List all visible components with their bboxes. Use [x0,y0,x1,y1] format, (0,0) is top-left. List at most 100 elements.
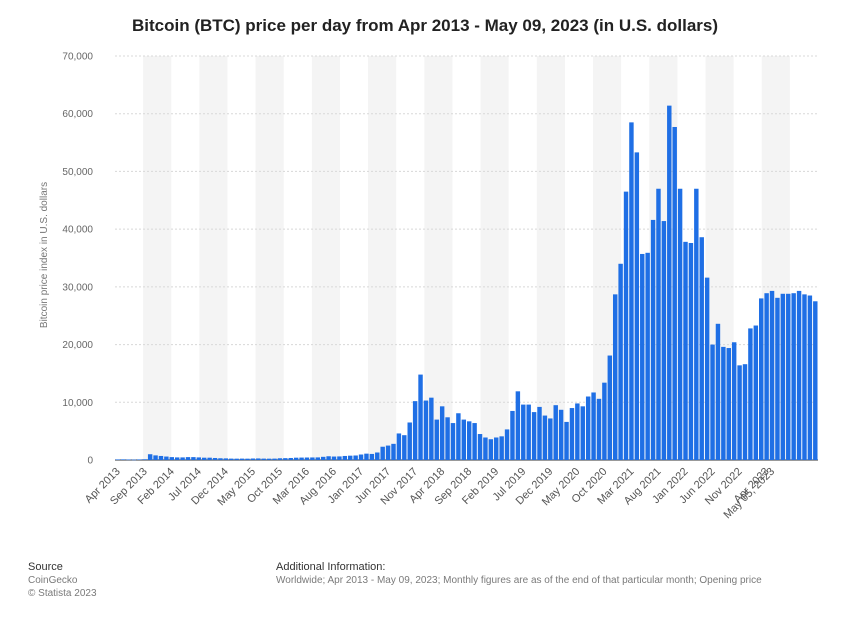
bar [174,457,180,460]
bar [721,346,726,460]
bar [688,242,694,460]
y-tick-label: 60,000 [62,109,93,120]
bar [434,419,439,460]
bar [650,219,656,460]
column-bands [143,56,790,460]
bar [477,434,483,460]
bar [553,405,558,460]
bar [185,457,191,460]
bar [564,421,569,460]
bar [310,457,315,460]
chart-title: Bitcoin (BTC) price per day from Apr 201… [131,16,719,35]
bar [391,443,396,460]
bar [596,398,602,460]
bar [147,454,153,460]
bar [796,290,802,460]
column-band [536,56,565,460]
bar [672,126,677,460]
bar [180,457,185,460]
bar [683,241,688,460]
bar [272,458,277,460]
bar [304,457,310,460]
bar [791,293,796,460]
bar [380,446,385,460]
bar [607,355,613,460]
y-tick-label: 70,000 [62,52,93,63]
column-band [255,56,284,460]
bar [753,325,759,460]
bar [315,457,321,460]
bar [158,455,164,460]
y-tick-label: 10,000 [62,398,93,409]
bar [494,437,499,460]
bar [677,188,683,460]
bar [320,456,326,460]
copyright[interactable]: © Statista 2023 [28,588,97,599]
bar [661,221,667,460]
bar [418,374,423,460]
source-heading: Source [28,561,63,573]
bar [726,348,731,460]
bar [504,429,510,460]
bar [277,458,283,460]
bar [202,457,207,460]
bar [126,459,131,461]
bar [169,457,174,460]
bar [164,456,169,460]
bar [710,344,715,460]
bar [137,459,142,461]
bar [780,293,786,460]
bar [337,456,342,460]
bar [412,401,418,460]
y-tick-label: 50,000 [62,167,93,178]
bar [510,410,515,460]
bar [153,455,158,460]
bar [396,433,402,460]
additional-info-heading: Additional Information: [276,561,386,573]
bar [499,436,504,460]
bar [358,454,364,460]
bar [634,152,640,460]
source-name[interactable]: CoinGecko [28,575,78,586]
bar [293,457,299,460]
bar [218,458,223,460]
bar [591,392,596,460]
bar [569,408,575,460]
bar [223,458,229,460]
bar [807,295,813,460]
bar [461,419,467,460]
bar [526,404,531,460]
bar [342,455,348,460]
bar [283,458,288,460]
bar [640,253,645,460]
y-tick-label: 30,000 [62,282,93,293]
bars [115,105,818,461]
bar [402,435,407,460]
bar [142,459,147,460]
bar [131,459,137,461]
y-tick-labels: 0 10,000 20,000 30,000 40,000 50,000 60,000 70,… [62,52,93,467]
bar [548,418,553,460]
bar [423,400,429,460]
bar [196,457,202,460]
bar [115,459,120,461]
bar [353,455,358,460]
bar [537,406,542,460]
additional-info-block: Additional Information: Worldwide; Apr 2… [276,561,762,587]
bar [623,191,629,460]
bar [120,459,126,460]
bar [575,403,580,460]
bar [764,293,769,460]
bar [456,413,461,460]
bar [429,397,434,460]
bar [515,391,521,460]
bar [542,415,548,460]
bar [288,457,293,460]
bar [699,237,704,460]
bar [748,328,753,460]
bar [407,422,412,460]
source-block: Source CoinGecko © Statista 2023 [28,561,97,600]
bar [521,404,526,460]
bar [580,406,585,460]
